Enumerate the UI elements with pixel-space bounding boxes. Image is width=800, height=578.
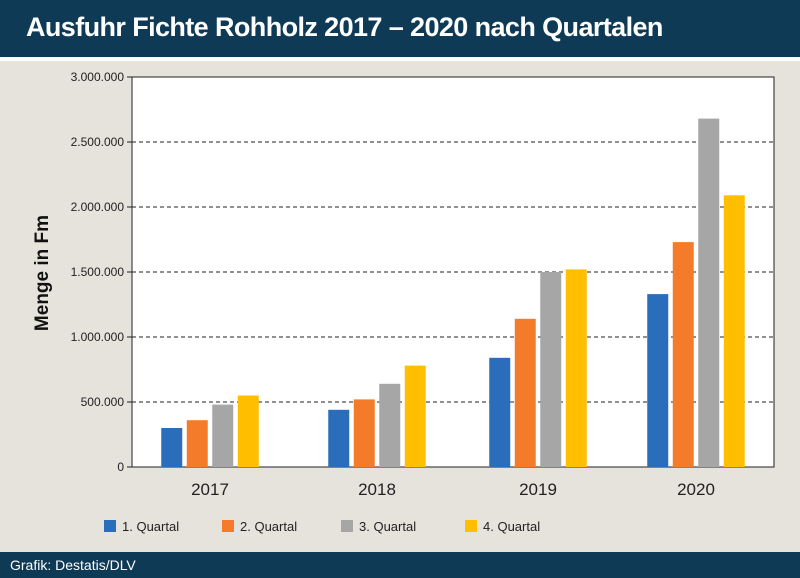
- bar-2020-q3: [698, 118, 720, 467]
- legend-swatch: [465, 520, 477, 532]
- footer-bar: Grafik: Destatis/DLV: [0, 552, 800, 578]
- bar-2018-q4: [404, 365, 426, 467]
- bar-2018-q1: [328, 409, 350, 467]
- y-axis-ticks: 0 500.000 1.000.000 1.500.000 2.000.000 2.500…: [71, 70, 132, 474]
- y-tick-label: 3.000.000: [71, 70, 125, 84]
- bar-chart: 0 500.000 1.000.000 1.500.000 2.000.000 2.500…: [32, 70, 775, 534]
- bar-2019-q1: [489, 357, 511, 467]
- bar-2019-q4: [565, 269, 587, 467]
- y-tick-label: 2.000.000: [71, 200, 125, 214]
- bars: [161, 118, 745, 468]
- bar-2020-q1: [647, 294, 669, 467]
- legend: 1. Quartal 2. Quartal 3. Quartal 4. Quartal: [104, 519, 540, 534]
- bar-2017-q2: [186, 420, 208, 467]
- x-tick-label: 2019: [519, 480, 557, 499]
- chart-title: Ausfuhr Fichte Rohholz 2017 – 2020 nach …: [26, 12, 663, 42]
- bar-2017-q3: [212, 404, 234, 467]
- x-axis-ticks: 2017 2018 2019 2020: [191, 480, 715, 499]
- y-tick-label: 500.000: [81, 395, 125, 409]
- title-bar: Ausfuhr Fichte Rohholz 2017 – 2020 nach …: [0, 0, 800, 57]
- y-axis-label: Menge in Fm: [32, 215, 53, 331]
- x-tick-label: 2020: [677, 480, 715, 499]
- bar-2019-q2: [514, 318, 536, 467]
- legend-label: 2. Quartal: [240, 519, 297, 534]
- header-divider: [0, 57, 800, 61]
- source-credit: Grafik: Destatis/DLV: [10, 557, 136, 573]
- y-tick-label: 2.500.000: [71, 135, 125, 149]
- legend-label: 4. Quartal: [483, 519, 540, 534]
- y-tick-label: 0: [117, 460, 124, 474]
- legend-swatch: [104, 520, 116, 532]
- legend-label: 1. Quartal: [122, 519, 179, 534]
- legend-label: 3. Quartal: [359, 519, 416, 534]
- y-tick-label: 1.500.000: [71, 265, 125, 279]
- bar-2020-q2: [672, 242, 694, 467]
- x-tick-label: 2018: [358, 480, 396, 499]
- legend-swatch: [341, 520, 353, 532]
- y-tick-label: 1.000.000: [71, 330, 125, 344]
- bar-2017-q4: [237, 395, 259, 467]
- bar-2018-q3: [379, 383, 401, 467]
- bar-2017-q1: [161, 428, 183, 467]
- x-tick-label: 2017: [191, 480, 229, 499]
- bar-2018-q2: [353, 399, 375, 467]
- bar-2019-q3: [540, 272, 562, 467]
- legend-swatch: [222, 520, 234, 532]
- bar-2020-q4: [723, 195, 745, 468]
